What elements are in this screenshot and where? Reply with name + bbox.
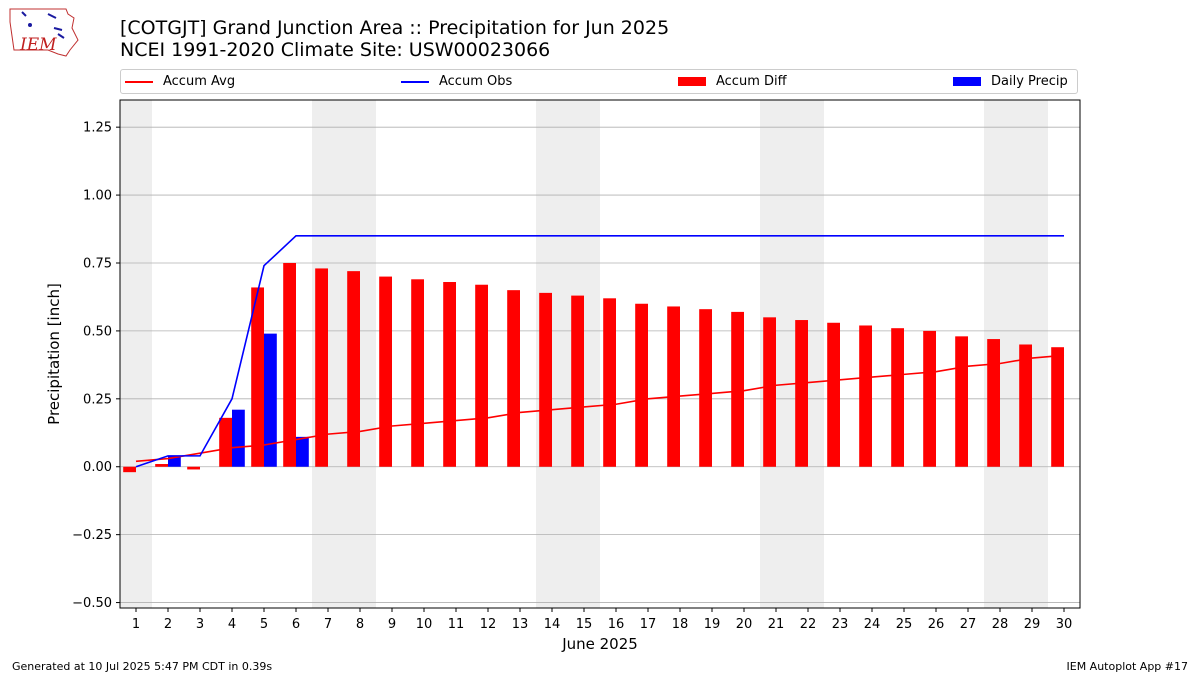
- legend-label: Accum Obs: [439, 74, 513, 89]
- x-tick-label: 10: [416, 617, 433, 632]
- accum-diff-bar: [699, 309, 712, 467]
- x-tick-label: 23: [832, 617, 849, 632]
- accum-diff-bar: [763, 317, 776, 467]
- logo-text: IEM: [19, 35, 57, 55]
- legend-item-daily-precip: Daily Precip: [953, 70, 1068, 93]
- title-line-1: [COTGJT] Grand Junction Area :: Precipit…: [120, 17, 670, 39]
- x-tick-label: 4: [228, 617, 236, 632]
- legend-item-accum-avg: Accum Avg: [125, 70, 235, 93]
- x-tick-label: 9: [388, 617, 396, 632]
- accum-diff-bar: [955, 336, 968, 467]
- x-tick-label: 20: [736, 617, 753, 632]
- legend-label: Daily Precip: [991, 74, 1068, 89]
- y-tick-label: 0.75: [83, 256, 112, 271]
- x-tick-label: 22: [800, 617, 817, 632]
- accum-diff-bar: [379, 276, 392, 467]
- legend-swatch-daily-precip: [953, 77, 981, 86]
- x-tick-label: 13: [512, 617, 529, 632]
- x-tick-label: 16: [608, 617, 625, 632]
- accum-diff-bar: [219, 417, 232, 467]
- y-tick-label: 1.25: [83, 121, 112, 136]
- x-tick-label: 2: [164, 617, 172, 632]
- iem-logo: IEM: [8, 6, 80, 58]
- accum-diff-bar: [891, 328, 904, 467]
- y-tick-label: 0.00: [83, 460, 112, 475]
- y-tick-label: 0.50: [83, 324, 112, 339]
- x-tick-label: 21: [768, 617, 785, 632]
- x-tick-label: 15: [576, 617, 593, 632]
- accum-obs-line: [135, 235, 1064, 468]
- accum-diff-bar: [315, 268, 328, 467]
- y-tick-label: 1.00: [83, 189, 112, 204]
- accum-diff-bar: [795, 320, 808, 467]
- daily-precip-bar: [168, 455, 181, 467]
- x-tick-label: 29: [1024, 617, 1041, 632]
- x-tick-label: 17: [640, 617, 657, 632]
- title-line-2: NCEI 1991-2020 Climate Site: USW00023066: [120, 39, 551, 61]
- accum-diff-bar: [827, 322, 840, 467]
- x-tick-label: 25: [896, 617, 913, 632]
- y-axis-label: Precipitation [inch]: [45, 283, 63, 425]
- accum-avg-line: [135, 354, 1065, 463]
- accum-diff-bar: [635, 303, 648, 467]
- generated-footer: Generated at 10 Jul 2025 5:47 PM CDT in …: [12, 660, 273, 673]
- legend-label: Accum Diff: [716, 74, 787, 89]
- x-tick-label: 30: [1056, 617, 1073, 632]
- weekend-band: [120, 100, 152, 608]
- accum-diff-bar: [443, 282, 456, 467]
- accum-diff-bar: [251, 287, 264, 467]
- x-tick-label: 7: [324, 617, 332, 632]
- accum-diff-bar: [731, 311, 744, 467]
- x-tick-label: 1: [132, 617, 140, 632]
- legend-swatch-accum-diff: [678, 77, 706, 86]
- x-tick-label: 8: [356, 617, 364, 632]
- legend-label: Accum Avg: [163, 74, 236, 89]
- daily-precip-bar: [296, 436, 309, 467]
- accum-diff-bar: [411, 279, 424, 467]
- x-tick-label: 5: [260, 617, 268, 632]
- accum-diff-bar: [923, 330, 936, 467]
- accum-diff-bar: [1051, 347, 1064, 467]
- plot-frame: [119, 99, 1081, 609]
- x-tick-label: 27: [960, 617, 977, 632]
- accum-diff-bar: [283, 262, 296, 467]
- accum-diff-bar: [539, 292, 552, 467]
- accum-diff-bar: [667, 306, 680, 467]
- accum-diff-bar: [507, 290, 520, 467]
- x-tick-label: 26: [928, 617, 945, 632]
- app-footer: IEM Autoplot App #17: [1066, 660, 1189, 673]
- y-tick-label: 0.25: [83, 392, 112, 407]
- accum-diff-bar: [347, 271, 360, 467]
- x-tick-label: 14: [544, 617, 561, 632]
- legend-swatch-accum-obs: [401, 80, 429, 83]
- daily-precip-bar: [264, 333, 277, 467]
- x-tick-label: 19: [704, 617, 721, 632]
- x-tick-label: 28: [992, 617, 1009, 632]
- accum-diff-bar: [155, 464, 168, 467]
- accum-diff-bar: [571, 295, 584, 467]
- accum-diff-bar: [187, 466, 200, 470]
- y-tick-label: −0.25: [72, 528, 112, 543]
- x-tick-label: 18: [672, 617, 689, 632]
- chart-title: [COTGJT] Grand Junction Area :: Precipit…: [120, 17, 669, 61]
- legend-swatch-accum-avg: [125, 80, 153, 83]
- legend-item-accum-obs: Accum Obs: [401, 70, 512, 93]
- accum-diff-bar: [475, 284, 488, 467]
- x-tick-label: 3: [196, 617, 204, 632]
- accum-diff-bar: [1019, 344, 1032, 467]
- x-tick-label: 24: [864, 617, 881, 632]
- x-tick-label: 12: [480, 617, 497, 632]
- accum-diff-bar: [859, 325, 872, 467]
- x-tick-label: 11: [448, 617, 465, 632]
- legend: Accum Avg Accum Obs Accum Diff Daily Pre…: [120, 69, 1078, 94]
- accum-diff-bar: [987, 339, 1000, 467]
- x-axis-label: June 2025: [561, 635, 638, 653]
- y-tick-label: −0.50: [72, 596, 112, 611]
- x-tick-label: 6: [292, 617, 300, 632]
- accum-diff-bar: [123, 466, 136, 473]
- accum-diff-bar: [603, 298, 616, 467]
- legend-item-accum-diff: Accum Diff: [678, 70, 787, 93]
- daily-precip-bar: [232, 409, 245, 467]
